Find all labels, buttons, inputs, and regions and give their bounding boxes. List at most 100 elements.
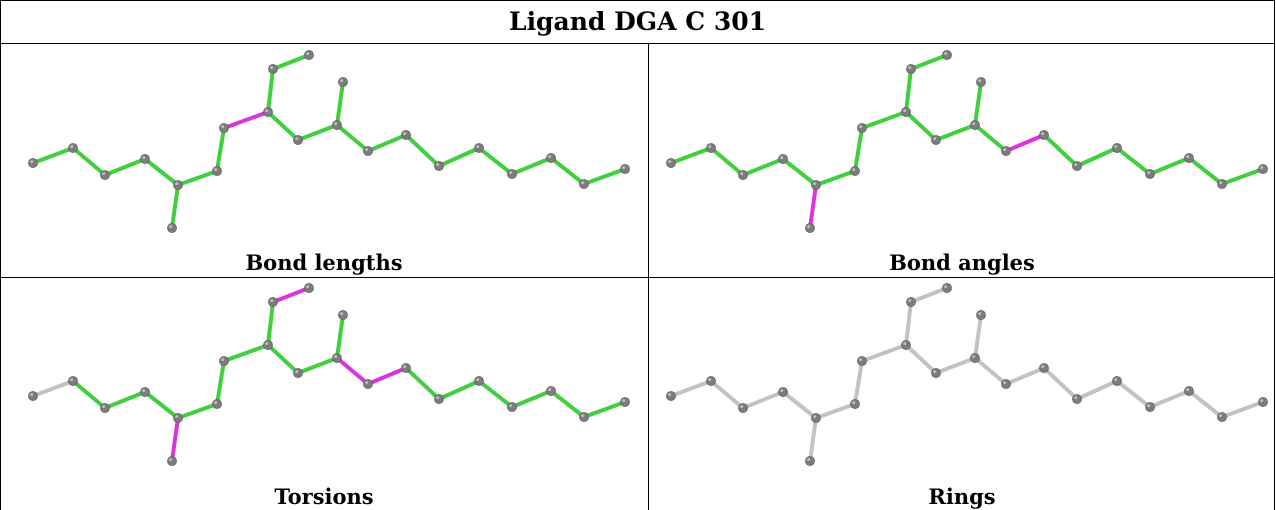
atom <box>666 158 676 168</box>
atom <box>338 77 348 87</box>
panel-bond-angles: Bond angles <box>643 45 1276 277</box>
bond <box>437 379 481 401</box>
bond <box>266 110 300 142</box>
atom-highlight <box>859 358 863 362</box>
bond <box>909 53 949 71</box>
bond <box>1148 389 1191 409</box>
atom <box>474 143 484 153</box>
atom-highlight <box>142 389 146 393</box>
atom-highlight <box>933 137 937 141</box>
atom <box>666 391 676 401</box>
atom-highlight <box>548 388 552 392</box>
bond <box>366 133 408 153</box>
atom-highlight <box>581 181 585 185</box>
atom-highlight <box>622 166 626 170</box>
atom <box>363 146 373 156</box>
atom-highlight <box>807 225 811 229</box>
atom-highlight <box>365 381 369 385</box>
atom <box>811 180 821 190</box>
atom <box>173 180 183 190</box>
atom-highlight <box>1186 155 1190 159</box>
bond <box>549 156 586 186</box>
atom-highlight <box>1041 365 1045 369</box>
molecule-bond-lengths <box>28 50 630 233</box>
panel-bond-lengths: Bond lengths <box>5 45 643 277</box>
atom <box>363 379 373 389</box>
molecule-bond-angles <box>666 50 1268 233</box>
bond <box>296 356 339 375</box>
bond <box>781 157 818 187</box>
atom-highlight <box>102 405 106 409</box>
atom-highlight <box>403 365 407 369</box>
atom-highlight <box>622 399 626 403</box>
bond <box>404 366 441 401</box>
atom <box>293 135 303 145</box>
atom-highlight <box>509 404 513 408</box>
atom-highlight <box>221 358 225 362</box>
atom <box>268 64 278 74</box>
atom-highlight <box>214 401 218 405</box>
atom <box>140 387 150 397</box>
bond <box>741 157 785 177</box>
bond <box>1115 379 1152 409</box>
atom <box>579 412 589 422</box>
atom <box>1184 153 1194 163</box>
bond <box>215 359 226 406</box>
bond <box>271 53 311 71</box>
bond <box>176 169 219 187</box>
atom <box>1072 161 1082 171</box>
bond <box>1220 400 1265 419</box>
bond <box>1075 379 1119 401</box>
atom-highlight <box>102 172 106 176</box>
atom <box>901 107 911 117</box>
atom <box>1039 130 1049 140</box>
atom <box>931 135 941 145</box>
atom <box>268 297 278 307</box>
bond <box>973 356 1008 386</box>
atom-highlight <box>334 355 338 359</box>
atom <box>263 107 273 117</box>
atom <box>738 403 748 413</box>
atom <box>942 50 952 60</box>
atom <box>1039 363 1049 373</box>
atom-highlight <box>1260 166 1264 170</box>
atom <box>28 158 38 168</box>
atom <box>976 77 986 87</box>
bond <box>31 146 75 165</box>
atom <box>738 170 748 180</box>
atom-highlight <box>908 299 912 303</box>
bond <box>1187 389 1224 419</box>
molecule-rings <box>666 283 1268 466</box>
atom-highlight <box>708 145 712 149</box>
caption-bond-angles: Bond angles <box>889 250 1035 275</box>
atom-highlight <box>175 182 179 186</box>
column-divider <box>648 44 649 510</box>
atom-highlight <box>436 163 440 167</box>
bond <box>1004 133 1046 153</box>
caption-torsions: Torsions <box>274 484 374 509</box>
bond <box>366 366 408 386</box>
atom-highlight <box>944 52 948 56</box>
atom-highlight <box>852 168 856 172</box>
bond <box>814 402 857 420</box>
bond <box>143 157 180 187</box>
bond <box>781 390 818 420</box>
bond <box>71 379 107 410</box>
atom-highlight <box>295 370 299 374</box>
bond <box>335 123 370 153</box>
atom <box>1145 402 1155 412</box>
molecule-torsions <box>28 283 630 466</box>
atom-highlight <box>978 312 982 316</box>
atom-highlight <box>70 378 74 382</box>
atom <box>1001 379 1011 389</box>
atom <box>778 154 788 164</box>
bond <box>266 300 275 347</box>
bond <box>404 133 441 168</box>
atom <box>304 283 314 293</box>
bond <box>296 123 339 142</box>
atom-highlight <box>740 172 744 176</box>
atom-highlight <box>1219 181 1223 185</box>
atom-highlight <box>740 405 744 409</box>
atom <box>401 130 411 140</box>
